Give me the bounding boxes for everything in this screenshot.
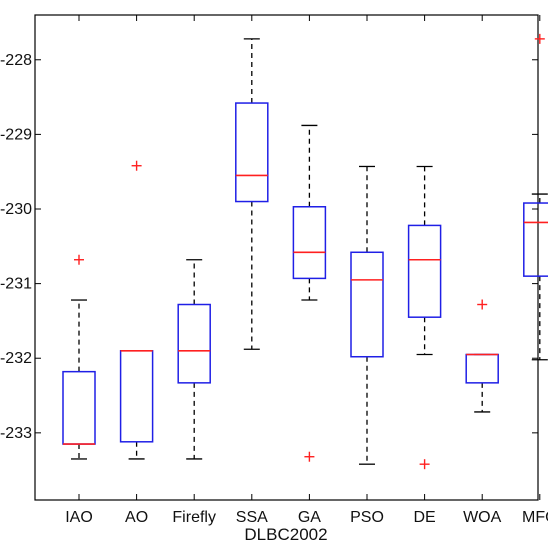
box-iqr [523, 202, 548, 277]
x-axis: IAO AO Firefly SSA GA PSO DE WOA MFO [65, 15, 548, 526]
box-firefly [177, 259, 211, 460]
box-iqr [292, 206, 327, 280]
x-tick-label: GA [298, 509, 321, 526]
box-iqr [177, 303, 211, 384]
plot-area-frame [34, 14, 539, 501]
y-tick-label: -230 [0, 201, 32, 218]
box-woa [465, 299, 499, 413]
outlier-marker [477, 299, 488, 310]
box-iqr [235, 102, 269, 203]
box-iqr [119, 350, 154, 443]
y-axis: -233 -232 -231 -230 -229 -228 [0, 52, 538, 442]
box-iao [62, 254, 96, 460]
y-tick-label: -233 [0, 425, 32, 442]
y-tick-label: -232 [0, 350, 32, 367]
y-tick-label: -231 [0, 276, 32, 293]
x-tick-label: Firefly [172, 509, 216, 526]
box-ga [292, 124, 327, 462]
x-tick-label: MFO [522, 509, 548, 526]
box-iqr [465, 353, 499, 384]
boxes-layer [62, 33, 548, 470]
x-tick-label: SSA [236, 509, 268, 526]
x-tick-label: WOA [463, 509, 502, 526]
x-tick-label: PSO [350, 509, 384, 526]
box-iqr [407, 224, 442, 318]
x-tick-label: DE [413, 509, 435, 526]
outlier-marker [131, 160, 142, 171]
box-ssa [235, 38, 269, 350]
outlier-marker [534, 33, 545, 44]
x-tick-label: IAO [65, 509, 93, 526]
x-axis-title: DLBC2002 [244, 525, 327, 544]
box-iqr [350, 251, 384, 358]
outlier-marker [419, 459, 430, 470]
y-tick-label: -229 [0, 126, 32, 143]
box-de [407, 165, 442, 470]
outlier-marker [74, 254, 84, 265]
box-iqr [62, 370, 96, 445]
outlier-marker [304, 451, 315, 462]
box-ao [119, 160, 154, 460]
y-tick-label: -228 [0, 52, 32, 69]
box-mfo [523, 33, 548, 361]
box-pso [350, 165, 384, 465]
x-tick-label: AO [125, 509, 148, 526]
